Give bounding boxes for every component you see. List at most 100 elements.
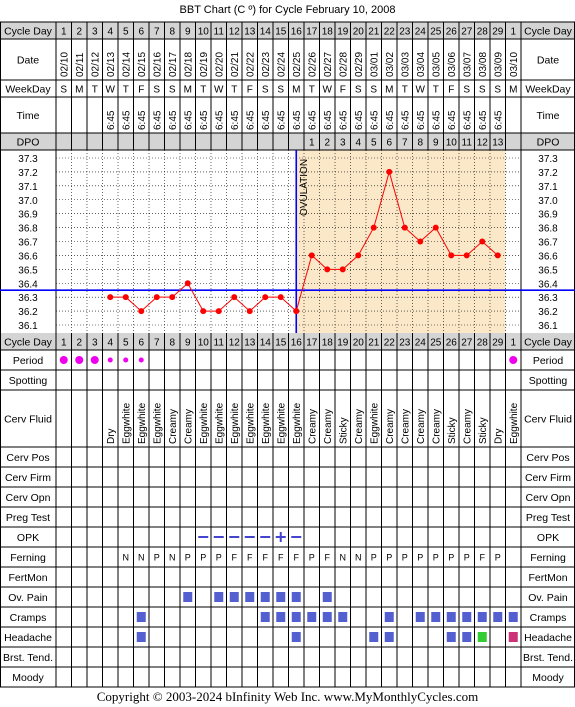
cycle-day-cell: 2 [76, 338, 82, 349]
weekday-cell: W [214, 85, 224, 96]
cerv-fluid-cell: Creamy [354, 409, 365, 444]
cramps-marker [338, 612, 348, 622]
temperature-point [262, 294, 269, 301]
date-cell: 02/17 [168, 52, 179, 77]
cycle-day-cell: 14 [260, 27, 272, 38]
date-cell: 02/22 [245, 52, 256, 77]
weekday-cell: W [416, 85, 426, 96]
ferning-cell: P [386, 553, 392, 563]
cycle-day-cell: 1 [510, 27, 516, 38]
cerv-fluid-cell: Creamy [183, 409, 194, 444]
cycle-day-cell: 23 [399, 338, 411, 349]
temperature-point [401, 224, 408, 231]
ferning-cell: N [355, 553, 362, 563]
weekday-cell: S [355, 85, 362, 96]
cycle-day-cell: 16 [291, 338, 303, 349]
y-tick-left: 36.5 [18, 265, 38, 276]
cycle-day-cell: 12 [229, 27, 241, 38]
period-dot [138, 357, 144, 363]
temperature-point [370, 224, 377, 231]
row-label-right-headache: Headache [524, 632, 572, 644]
cramps-marker [384, 612, 394, 622]
y-tick-left: 36.4 [18, 279, 38, 290]
time-cell: 6:45 [307, 110, 318, 130]
date-cell: 02/28 [338, 52, 349, 77]
date-cell: 03/08 [478, 52, 489, 77]
row-labels: Cycle Day Cycle Day Date Date WeekDay WeekDay… [3, 26, 573, 685]
cycle-day-cell: 1 [510, 338, 516, 349]
luteal-phase-shading [296, 150, 506, 333]
row-label-left-opk: OPK [17, 532, 39, 544]
cycle-day-cell: 20 [353, 338, 365, 349]
y-tick-right: 36.6 [538, 251, 558, 262]
time-cell: 6:45 [354, 110, 365, 130]
cerv-fluid-cell: Creamy [431, 409, 442, 444]
date-cell: 02/20 [214, 52, 225, 77]
cerv-fluid-cell: Sticky [338, 417, 349, 444]
cramps-marker [322, 612, 332, 622]
weekday-cell: T [123, 85, 129, 96]
cycle-day-cell: 13 [244, 338, 256, 349]
temperature-series-line [110, 170, 499, 312]
y-tick-right: 36.1 [538, 321, 558, 332]
weekday-cell: S [479, 85, 486, 96]
weekday-cell: T [92, 85, 98, 96]
copyright-footer: Copyright © 2003-2024 bInfinity Web Inc.… [96, 689, 479, 704]
weekday-cell: S [494, 85, 501, 96]
weekday-cell: M [292, 85, 300, 96]
date-cell: 03/05 [431, 52, 442, 77]
header-row-bg [0, 22, 575, 39]
date-cell: 03/03 [400, 52, 411, 77]
cerv-fluid-cell: Creamy [416, 409, 427, 444]
cycle-day-cell: 10 [198, 338, 210, 349]
cycle-day-cell: 14 [260, 338, 272, 349]
cerv-fluid-cell: Eggwhite [230, 402, 241, 444]
cerv-fluid-cell: Eggwhite [245, 402, 256, 444]
temperature-point [231, 294, 238, 301]
ferning-cell: F [247, 553, 253, 563]
weekday-cell: T [200, 85, 206, 96]
weekday-cell: F [448, 85, 454, 96]
cramps-marker [508, 612, 518, 622]
time-cell: 6:45 [416, 110, 427, 130]
row-label-left-spotting: Spotting [9, 375, 48, 387]
ferning-cell: P [154, 553, 160, 563]
dpo-cell: 10 [446, 138, 458, 149]
cycle-day-cell: 26 [446, 27, 458, 38]
row-label-right-cerv_firm: Cerv Firm [525, 472, 571, 484]
dpo-cell: 9 [433, 138, 439, 149]
time-cell: 6:45 [431, 110, 442, 130]
cycle-day-cell: 23 [399, 27, 411, 38]
date-cell: 02/26 [307, 52, 318, 77]
weekday-cell: T [433, 85, 439, 96]
row-label-left-cycle_day: Cycle Day [4, 26, 53, 38]
row-label-left-headache: Headache [4, 632, 52, 644]
y-tick-right: 36.2 [538, 307, 558, 318]
row-label-right-period: Period [533, 355, 564, 367]
temperature-point [169, 294, 176, 301]
date-cell: 02/11 [75, 52, 86, 77]
row-label-left-ferning: Ferning [10, 552, 46, 564]
cycle-day-cell: 22 [384, 338, 396, 349]
cerv-fluid-cell: Eggwhite [509, 402, 520, 444]
y-tick-right: 36.9 [538, 210, 558, 221]
y-tick-left: 36.8 [18, 224, 38, 235]
row-label-left-date: Date [17, 55, 39, 67]
time-cell: 6:45 [338, 110, 349, 130]
weekday-cell: F [138, 85, 144, 96]
date-cell: 02/29 [354, 52, 365, 77]
cycle-day-cell: 20 [353, 27, 365, 38]
date-cell: 02/18 [183, 52, 194, 77]
temperature-point [107, 294, 114, 301]
temperature-point [448, 252, 455, 259]
dpo-cell: 3 [340, 138, 346, 149]
row-label-right-brst_tend: Brst. Tend. [523, 652, 573, 664]
time-cell: 6:45 [385, 110, 396, 130]
row-label-right-cycle_day: Cycle Day [524, 26, 573, 38]
dpo-cell: 1 [309, 138, 315, 149]
cycle-day-cell: 2 [76, 27, 82, 38]
cerv-fluid-cell: Eggwhite [292, 402, 303, 444]
ferning-cell: N [138, 553, 145, 563]
cycle-day-cell: 6 [138, 27, 144, 38]
ferning-cell: P [433, 553, 439, 563]
